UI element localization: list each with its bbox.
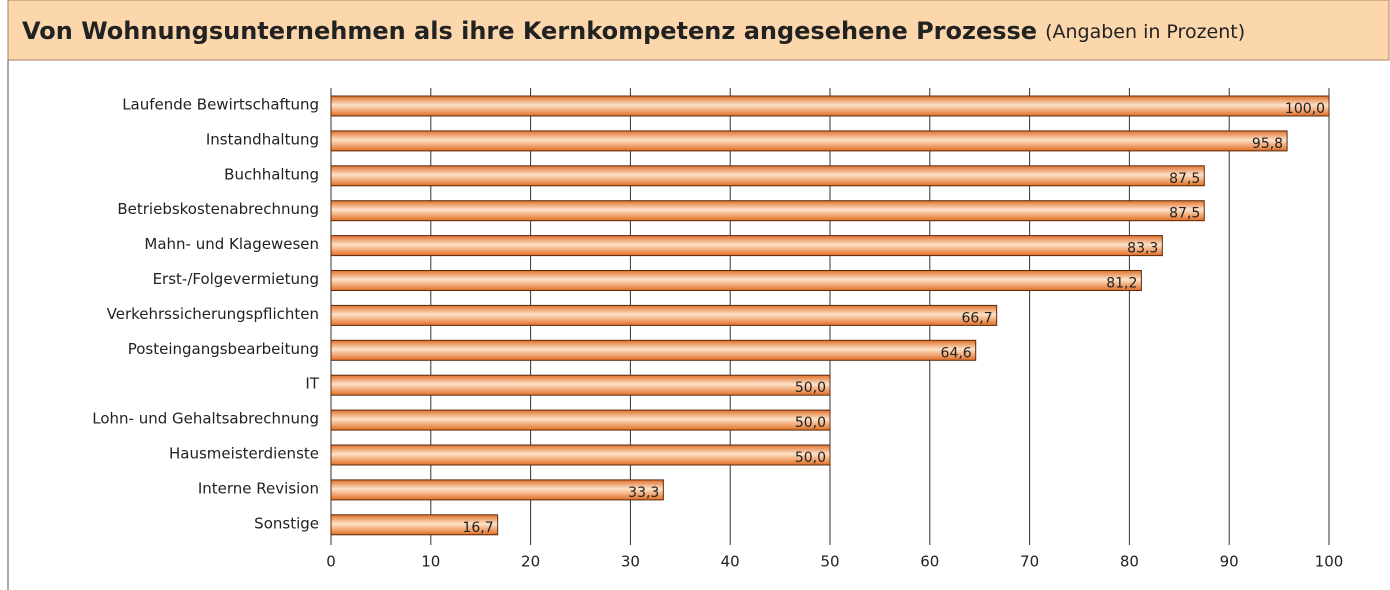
value-label: 83,3 (1127, 241, 1158, 257)
value-label: 100,0 (1285, 101, 1325, 117)
x-tick-label: 100 (1315, 553, 1344, 571)
y-tick-label: Sonstige (254, 514, 319, 532)
value-label: 87,5 (1169, 171, 1200, 187)
bar (330, 304, 998, 326)
bar (330, 165, 1205, 187)
y-tick-label: Lohn- und Gehaltsabrechnung (92, 410, 319, 428)
value-label: 50,0 (795, 450, 826, 466)
value-label: 16,7 (462, 520, 493, 536)
y-tick-label: Hausmeisterdienste (169, 445, 319, 463)
bar (330, 130, 1288, 152)
chart-subtitle: (Angaben in Prozent) (1045, 21, 1245, 43)
x-tick-label: 10 (421, 553, 440, 571)
x-tick-label: 70 (1020, 553, 1039, 571)
x-tick-label: 20 (521, 553, 540, 571)
y-tick-label: Mahn- und Klagewesen (144, 235, 319, 253)
y-tick-label: Instandhaltung (206, 130, 319, 148)
y-tick-label: Erst-/Folgevermietung (153, 270, 319, 288)
value-label: 81,2 (1106, 276, 1137, 292)
bar (330, 339, 977, 361)
y-tick-label: Interne Revision (198, 479, 319, 497)
x-tick-label: 80 (1120, 553, 1139, 571)
value-label: 64,6 (941, 345, 972, 361)
bar (330, 270, 1142, 291)
bar (330, 235, 1163, 257)
x-tick-label: 0 (326, 553, 336, 571)
y-tick-label: Buchhaltung (224, 165, 319, 183)
y-tick-label: IT (305, 375, 319, 393)
bar (330, 200, 1205, 222)
bar (330, 444, 831, 466)
x-tick-label: 90 (1220, 553, 1239, 571)
chart-title: Von Wohnungsunternehmen als ihre Kernkom… (22, 17, 1037, 45)
value-label: 50,0 (795, 380, 826, 396)
x-tick-label: 50 (820, 553, 839, 571)
value-label: 87,5 (1169, 206, 1200, 222)
y-tick-label: Verkehrssicherungspflichten (107, 305, 319, 323)
bar (330, 479, 664, 501)
x-tick-label: 60 (920, 553, 939, 571)
y-tick-label: Laufende Bewirtschaftung (122, 96, 319, 114)
value-label: 95,8 (1252, 136, 1283, 152)
bar (330, 95, 1330, 117)
bar (330, 409, 831, 431)
bar (330, 514, 499, 536)
bar (330, 374, 831, 396)
y-tick-label: Betriebskostenabrechnung (117, 200, 319, 218)
x-tick-label: 30 (621, 553, 640, 571)
y-tick-label: Posteingangsbearbeitung (128, 340, 319, 358)
header-band (7, 0, 1390, 61)
chart-title-line: Von Wohnungsunternehmen als ihre Kernkom… (22, 17, 1245, 45)
value-label: 33,3 (628, 485, 659, 501)
value-label: 50,0 (795, 415, 826, 431)
x-tick-label: 40 (721, 553, 740, 571)
value-label: 66,7 (961, 310, 992, 326)
